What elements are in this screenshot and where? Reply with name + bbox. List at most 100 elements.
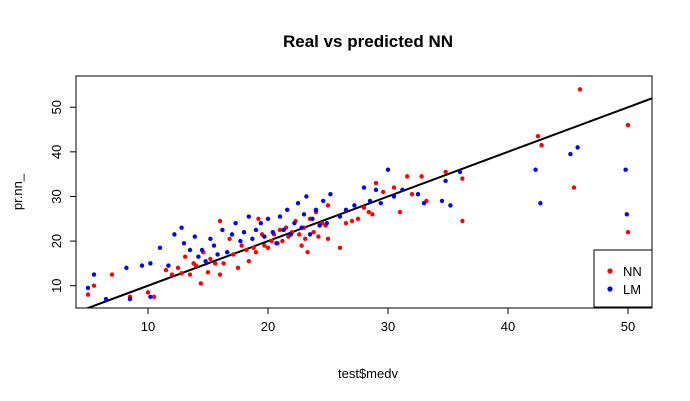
point-nn [366, 209, 371, 215]
point-lm [292, 221, 297, 226]
point-lm [373, 187, 379, 192]
point-lm [139, 263, 145, 268]
point-nn [625, 122, 631, 128]
point-nn [299, 243, 304, 248]
point-nn [151, 294, 157, 300]
point-nn [169, 272, 175, 277]
point-lm [538, 200, 543, 206]
point-lm [299, 225, 304, 230]
point-lm [127, 296, 133, 302]
point-lm [199, 247, 205, 253]
point-nn [193, 263, 199, 268]
point-lm [233, 221, 238, 226]
point-nn [179, 271, 184, 276]
point-nn [577, 87, 583, 92]
point-lm [196, 254, 201, 259]
point-nn [311, 229, 316, 235]
point-lm [277, 214, 283, 219]
x-tick-label: 20 [261, 319, 275, 334]
point-lm [313, 207, 319, 213]
point-nn [343, 221, 349, 226]
point-nn [409, 192, 415, 197]
point-nn [280, 238, 285, 244]
reference-line [85, 97, 652, 308]
point-nn [370, 212, 375, 217]
point-lm [274, 241, 279, 246]
legend-label-lm: LM [623, 282, 641, 297]
point-lm [148, 294, 153, 300]
point-nn [235, 265, 241, 271]
point-lm [187, 247, 193, 253]
point-nn [381, 189, 386, 195]
point-lm [324, 221, 329, 226]
x-axis: 10 20 30 40 50 [141, 308, 635, 334]
point-lm [288, 232, 293, 237]
point-lm [211, 243, 217, 248]
point-nn [349, 218, 355, 224]
point-nn [183, 254, 188, 259]
point-nn [397, 209, 403, 215]
point-lm [225, 250, 230, 255]
point-nn [625, 229, 631, 235]
point-lm [301, 212, 307, 217]
x-tick-label: 10 [141, 319, 155, 334]
x-tick-label: 30 [381, 319, 395, 334]
point-lm [166, 263, 171, 268]
point-lm [378, 200, 383, 206]
point-nn [198, 281, 203, 286]
point-lm [220, 227, 225, 233]
point-nn [227, 236, 232, 242]
point-nn [231, 252, 236, 257]
point-nn [269, 238, 274, 244]
point-lm [367, 198, 373, 204]
point-lm [281, 227, 286, 233]
point-nn [239, 243, 244, 248]
point-lm [270, 229, 275, 235]
point-lm [361, 185, 367, 190]
point-lm [337, 214, 343, 219]
point-nn [373, 180, 379, 186]
point-nn [187, 272, 193, 277]
point-lm [439, 198, 445, 204]
point-lm [258, 221, 263, 226]
y-tick-label: 10 [49, 278, 64, 292]
point-nn [419, 174, 424, 179]
point-nn [262, 243, 267, 248]
point-lm [285, 207, 290, 213]
point-nn [391, 185, 397, 190]
point-lm [328, 192, 333, 197]
point-lm [385, 167, 391, 172]
point-lm [215, 252, 220, 257]
point-lm [443, 178, 448, 184]
point-lm [241, 229, 247, 235]
point-nn [571, 185, 577, 190]
point-lm [295, 200, 301, 206]
point-lm [304, 194, 309, 199]
point-lm [157, 245, 163, 250]
point-nn [221, 261, 226, 266]
point-nn [305, 250, 310, 255]
point-lm [624, 212, 629, 217]
point-lm [181, 241, 187, 246]
point-lm [265, 216, 271, 221]
point-nn [337, 245, 343, 250]
point-nn [265, 245, 271, 250]
point-lm [262, 234, 267, 239]
plot-frame [75, 75, 653, 309]
y-tick-label: 40 [49, 145, 64, 159]
x-tick-label: 40 [501, 319, 515, 334]
point-nn [316, 234, 321, 239]
point-lm [568, 151, 573, 157]
point-nn [244, 247, 249, 253]
point-lm [192, 234, 197, 239]
point-nn [208, 256, 213, 262]
point-lm [321, 198, 326, 204]
point-lm [415, 192, 421, 197]
point-nn [539, 142, 544, 148]
point-nn [175, 265, 181, 271]
point-nn [205, 270, 211, 275]
point-nn [297, 232, 302, 237]
point-lm [103, 296, 109, 302]
point-lm [91, 272, 97, 277]
point-nn [85, 292, 91, 297]
